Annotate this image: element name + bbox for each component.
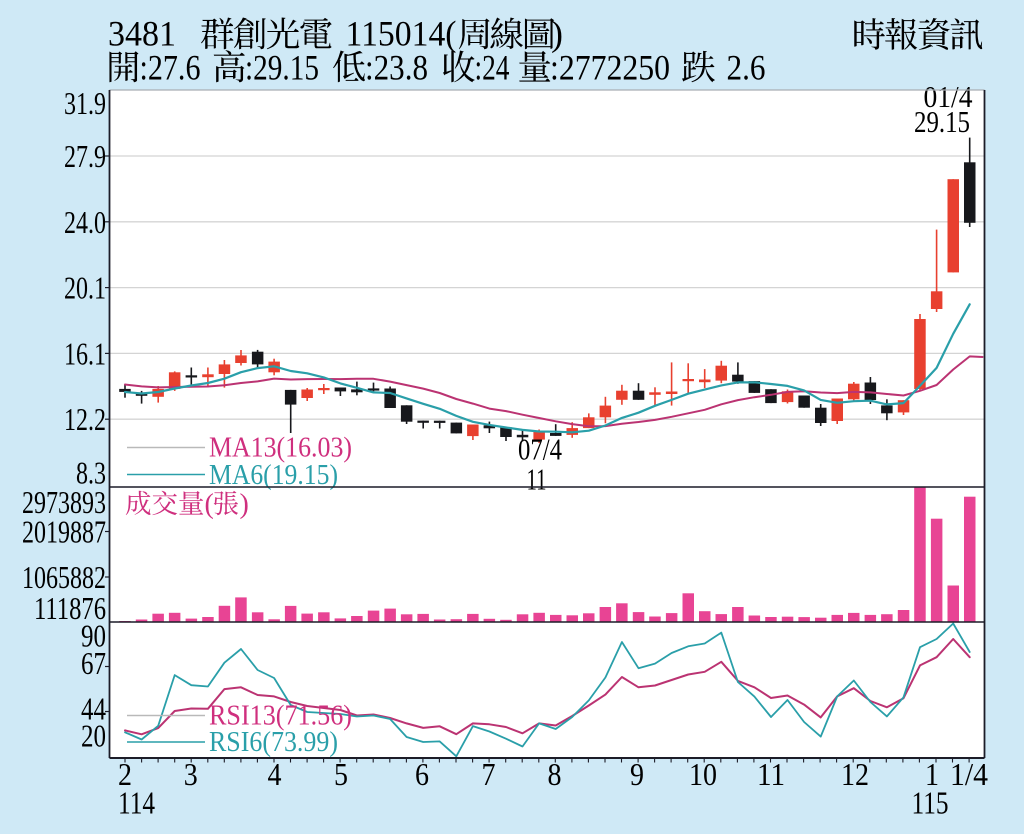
svg-text:07/4: 07/4 bbox=[518, 432, 562, 467]
svg-text:2973893: 2973893 bbox=[22, 484, 106, 520]
svg-text:12.2: 12.2 bbox=[64, 401, 106, 437]
svg-text:24.0: 24.0 bbox=[64, 204, 106, 240]
svg-text:31.9: 31.9 bbox=[64, 85, 106, 121]
svg-text:RSI6(73.99): RSI6(73.99) bbox=[209, 727, 338, 758]
svg-text:111876: 111876 bbox=[34, 590, 106, 626]
svg-text:12: 12 bbox=[841, 756, 869, 792]
svg-text::29.15: :29.15 bbox=[245, 48, 319, 88]
svg-text:7: 7 bbox=[482, 756, 496, 792]
svg-text:01/4: 01/4 bbox=[924, 79, 973, 114]
svg-text:1/4: 1/4 bbox=[950, 756, 988, 792]
svg-text:2: 2 bbox=[118, 756, 132, 792]
svg-text:3481: 3481 bbox=[108, 14, 176, 54]
svg-text:2.6: 2.6 bbox=[727, 48, 766, 88]
svg-text:(: ( bbox=[205, 489, 214, 520]
svg-text:27.9: 27.9 bbox=[64, 138, 106, 174]
svg-text::2772250: :2772250 bbox=[550, 48, 670, 88]
svg-text:MA6(19.15): MA6(19.15) bbox=[209, 460, 338, 491]
svg-text:2019887: 2019887 bbox=[22, 514, 106, 550]
svg-text::24: :24 bbox=[475, 48, 510, 88]
svg-text:29.15: 29.15 bbox=[914, 104, 970, 139]
svg-text:8: 8 bbox=[548, 756, 562, 792]
svg-text:67: 67 bbox=[81, 645, 106, 681]
svg-text:1065882: 1065882 bbox=[22, 559, 106, 595]
svg-text:6: 6 bbox=[415, 756, 429, 792]
svg-text:16.1: 16.1 bbox=[64, 335, 106, 371]
svg-text:115014(: 115014( bbox=[346, 14, 457, 54]
svg-text:10: 10 bbox=[689, 756, 717, 792]
svg-text:4: 4 bbox=[268, 756, 282, 792]
svg-text:MA13(16.03): MA13(16.03) bbox=[209, 433, 352, 464]
svg-text::23.8: :23.8 bbox=[365, 48, 428, 88]
svg-text:): ) bbox=[551, 14, 563, 54]
svg-text:20.1: 20.1 bbox=[64, 270, 106, 306]
svg-text:114: 114 bbox=[118, 785, 155, 821]
svg-text:1: 1 bbox=[925, 756, 939, 792]
svg-text:44: 44 bbox=[81, 691, 106, 727]
svg-text:): ) bbox=[240, 489, 249, 520]
svg-text:11: 11 bbox=[527, 462, 547, 497]
svg-text:5: 5 bbox=[334, 756, 348, 792]
svg-text:20: 20 bbox=[81, 718, 106, 754]
svg-text:115: 115 bbox=[912, 785, 949, 821]
svg-text:8.3: 8.3 bbox=[76, 455, 106, 491]
svg-text:11: 11 bbox=[757, 756, 785, 792]
svg-text:RSI13(71.56): RSI13(71.56) bbox=[209, 701, 352, 732]
svg-text:9: 9 bbox=[630, 756, 644, 792]
svg-text:3: 3 bbox=[184, 756, 198, 792]
svg-text:90: 90 bbox=[81, 618, 106, 654]
svg-text::27.6: :27.6 bbox=[140, 48, 201, 88]
